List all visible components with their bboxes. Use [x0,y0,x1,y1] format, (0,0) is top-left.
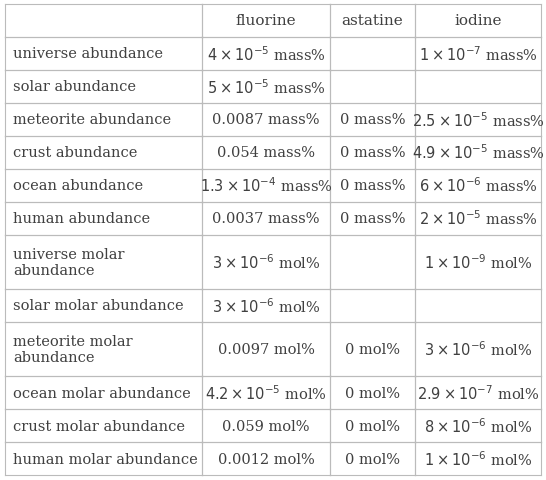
Text: $4.2\times10^{-5}$ mol%: $4.2\times10^{-5}$ mol% [205,384,327,402]
Text: $3\times10^{-6}$ mol%: $3\times10^{-6}$ mol% [212,297,321,315]
Text: 0.0012 mol%: 0.0012 mol% [218,452,314,466]
Text: solar abundance: solar abundance [14,80,136,94]
Text: 0 mass%: 0 mass% [340,212,405,226]
Text: fluorine: fluorine [236,14,296,28]
Text: crust abundance: crust abundance [14,146,138,160]
Text: universe abundance: universe abundance [14,47,163,61]
Text: universe molar
abundance: universe molar abundance [14,247,125,277]
Text: 0.0097 mol%: 0.0097 mol% [218,342,314,356]
Text: $4.9\times10^{-5}$ mass%: $4.9\times10^{-5}$ mass% [412,144,544,162]
Text: ocean molar abundance: ocean molar abundance [14,386,191,400]
Text: 0 mass%: 0 mass% [340,113,405,127]
Text: human molar abundance: human molar abundance [14,452,198,466]
Text: $5\times10^{-5}$ mass%: $5\times10^{-5}$ mass% [206,78,325,96]
Text: 0.0037 mass%: 0.0037 mass% [212,212,320,226]
Text: 0.059 mol%: 0.059 mol% [222,419,310,433]
Text: $8\times10^{-6}$ mol%: $8\times10^{-6}$ mol% [424,417,532,435]
Text: $1\times10^{-9}$ mol%: $1\times10^{-9}$ mol% [424,253,532,272]
Text: 0 mol%: 0 mol% [345,452,400,466]
Text: human abundance: human abundance [14,212,151,226]
Text: 0.054 mass%: 0.054 mass% [217,146,315,160]
Text: astatine: astatine [342,14,403,28]
Text: meteorite abundance: meteorite abundance [14,113,171,127]
Text: $3\times10^{-6}$ mol%: $3\times10^{-6}$ mol% [424,340,532,359]
Text: $2.9\times10^{-7}$ mol%: $2.9\times10^{-7}$ mol% [417,384,539,402]
Text: 0 mol%: 0 mol% [345,419,400,433]
Text: $1\times10^{-7}$ mass%: $1\times10^{-7}$ mass% [419,45,537,63]
Text: $3\times10^{-6}$ mol%: $3\times10^{-6}$ mol% [212,253,321,272]
Text: $2\times10^{-5}$ mass%: $2\times10^{-5}$ mass% [419,209,537,228]
Text: 0 mol%: 0 mol% [345,342,400,356]
Text: $1\times10^{-6}$ mol%: $1\times10^{-6}$ mol% [424,449,532,468]
Text: $1.3\times10^{-4}$ mass%: $1.3\times10^{-4}$ mass% [200,176,333,195]
Text: 0 mass%: 0 mass% [340,146,405,160]
Text: iodine: iodine [454,14,502,28]
Text: $6\times10^{-6}$ mass%: $6\times10^{-6}$ mass% [419,176,537,195]
Text: 0 mol%: 0 mol% [345,386,400,400]
Text: $2.5\times10^{-5}$ mass%: $2.5\times10^{-5}$ mass% [412,110,544,129]
Text: $4\times10^{-5}$ mass%: $4\times10^{-5}$ mass% [206,45,325,63]
Text: 0.0087 mass%: 0.0087 mass% [212,113,320,127]
Text: 0 mass%: 0 mass% [340,179,405,192]
Text: ocean abundance: ocean abundance [14,179,144,192]
Text: crust molar abundance: crust molar abundance [14,419,186,433]
Text: meteorite molar
abundance: meteorite molar abundance [14,334,133,364]
Text: solar molar abundance: solar molar abundance [14,299,184,313]
